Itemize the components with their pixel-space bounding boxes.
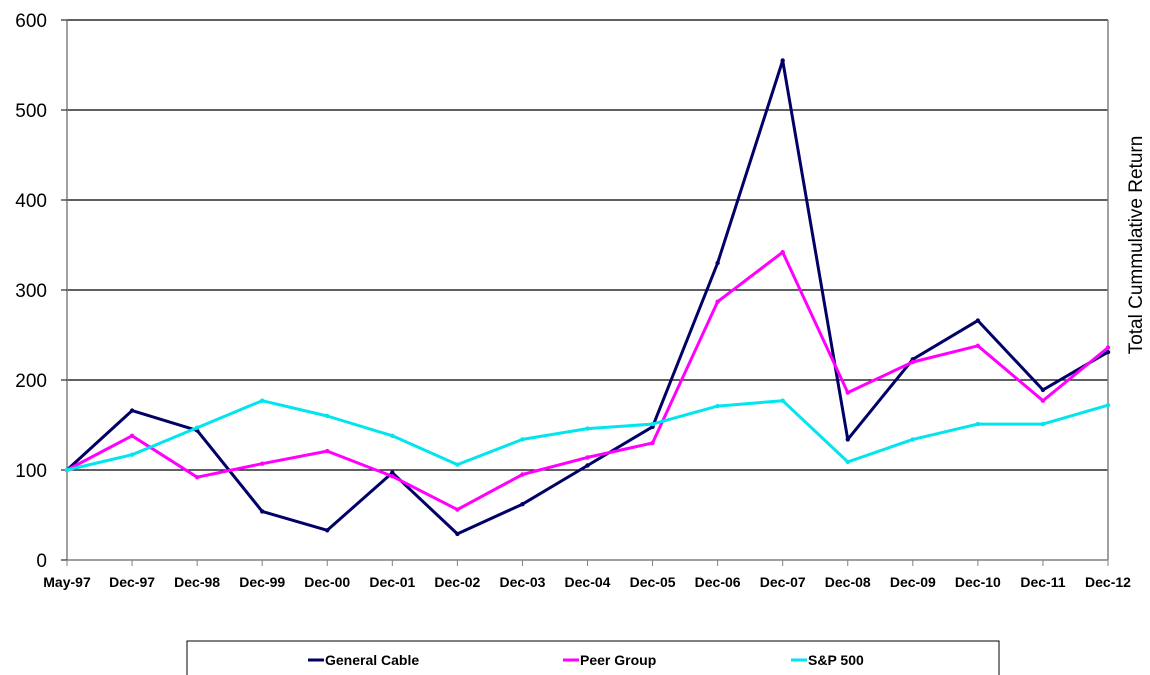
data-point-s-p-500 [64, 467, 70, 473]
x-tick-label: Dec-98 [174, 574, 220, 590]
x-tick-label: Dec-97 [109, 574, 155, 590]
data-point-s-p-500 [390, 433, 395, 438]
x-tick-label: Dec-04 [565, 574, 611, 590]
data-point-general-cable [1040, 387, 1046, 393]
data-point-s-p-500 [585, 426, 590, 431]
x-tick-label: Dec-01 [369, 574, 415, 590]
data-point-general-cable [780, 58, 785, 63]
data-point-s-p-500 [325, 413, 330, 419]
data-point-peer-group [845, 390, 850, 395]
gridlines [67, 19, 1108, 471]
x-tick-label: May-97 [43, 574, 91, 590]
data-point-peer-group [325, 448, 330, 454]
x-tick-label: Dec-08 [825, 574, 871, 590]
data-point-peer-group [194, 475, 200, 480]
x-tick-label: Dec-10 [955, 574, 1001, 590]
data-point-peer-group [129, 433, 135, 438]
data-point-peer-group [1040, 398, 1046, 403]
data-point-general-cable [1105, 349, 1111, 355]
data-point-s-p-500 [715, 403, 720, 409]
series-line-peer-group [66, 250, 1109, 512]
data-point-s-p-500 [1105, 403, 1111, 408]
series-lines [64, 58, 1111, 537]
y-axis-label: Total Cummulative Return [1126, 136, 1147, 355]
legend-label-peer-group: Peer Group [580, 652, 656, 668]
data-point-peer-group [390, 474, 395, 479]
y-axis-ticks: 0 100 200 300 400 500 600 [15, 11, 67, 572]
data-point-general-cable [715, 260, 720, 266]
legend-box [186, 640, 1000, 675]
data-point-general-cable [129, 408, 135, 413]
data-point-s-p-500 [910, 437, 916, 442]
data-point-general-cable [455, 531, 460, 537]
data-point-s-p-500 [845, 459, 850, 465]
data-point-s-p-500 [780, 398, 785, 403]
y-tick-label: 100 [15, 461, 47, 482]
data-point-general-cable [520, 502, 525, 507]
series-line-s-p-500 [66, 399, 1109, 472]
x-tick-label: Dec-06 [695, 574, 741, 590]
x-tick-label: Dec-99 [239, 574, 285, 590]
data-point-general-cable [975, 318, 981, 323]
data-point-s-p-500 [1040, 421, 1046, 427]
data-point-peer-group [455, 507, 460, 512]
x-tick-label: Dec-11 [1020, 574, 1065, 590]
data-point-peer-group [1105, 345, 1111, 350]
data-point-s-p-500 [129, 452, 135, 457]
data-point-s-p-500 [975, 421, 981, 427]
legend-label-general-cable: General Cable [325, 652, 419, 668]
x-tick-label: Dec-00 [304, 574, 350, 590]
y-tick-label: 500 [15, 101, 47, 122]
x-tick-label: Dec-09 [890, 574, 936, 590]
data-point-general-cable [390, 470, 395, 475]
x-tick-label: Dec-03 [499, 574, 545, 590]
data-point-general-cable [325, 528, 330, 533]
x-tick-label: Dec-07 [760, 574, 806, 590]
y-tick-label: 600 [15, 11, 47, 32]
data-point-s-p-500 [520, 437, 525, 442]
data-point-peer-group [650, 440, 655, 446]
data-point-peer-group [259, 461, 265, 466]
data-point-s-p-500 [259, 398, 265, 403]
y-tick-label: 300 [15, 281, 47, 302]
y-tick-label: 0 [36, 551, 47, 572]
data-point-peer-group [585, 455, 590, 460]
x-axis-ticks: May-97 Dec-97 Dec-98 Dec-99 Dec-00 Dec-01 Dec-… [43, 560, 1131, 590]
x-tick-label: Dec-05 [630, 574, 676, 590]
x-tick-label: Dec-12 [1085, 574, 1131, 590]
x-tick-label: Dec-02 [434, 574, 480, 590]
data-point-peer-group [715, 299, 720, 304]
data-point-peer-group [520, 472, 525, 477]
data-point-peer-group [780, 250, 785, 255]
legend-label-s-p-500: S&P 500 [808, 652, 864, 668]
y-tick-label: 200 [15, 371, 47, 392]
y-tick-label: 400 [15, 191, 47, 212]
data-point-general-cable [585, 463, 590, 468]
data-point-peer-group [975, 343, 981, 348]
data-point-s-p-500 [455, 462, 460, 467]
data-point-general-cable [845, 437, 850, 442]
data-point-peer-group [910, 359, 916, 365]
data-point-general-cable [259, 509, 265, 514]
data-point-s-p-500 [194, 425, 200, 430]
data-point-s-p-500 [650, 421, 655, 427]
legend: General Cable Peer Group S&P 500 [186, 640, 1000, 675]
series-line-general-cable [65, 59, 1109, 536]
